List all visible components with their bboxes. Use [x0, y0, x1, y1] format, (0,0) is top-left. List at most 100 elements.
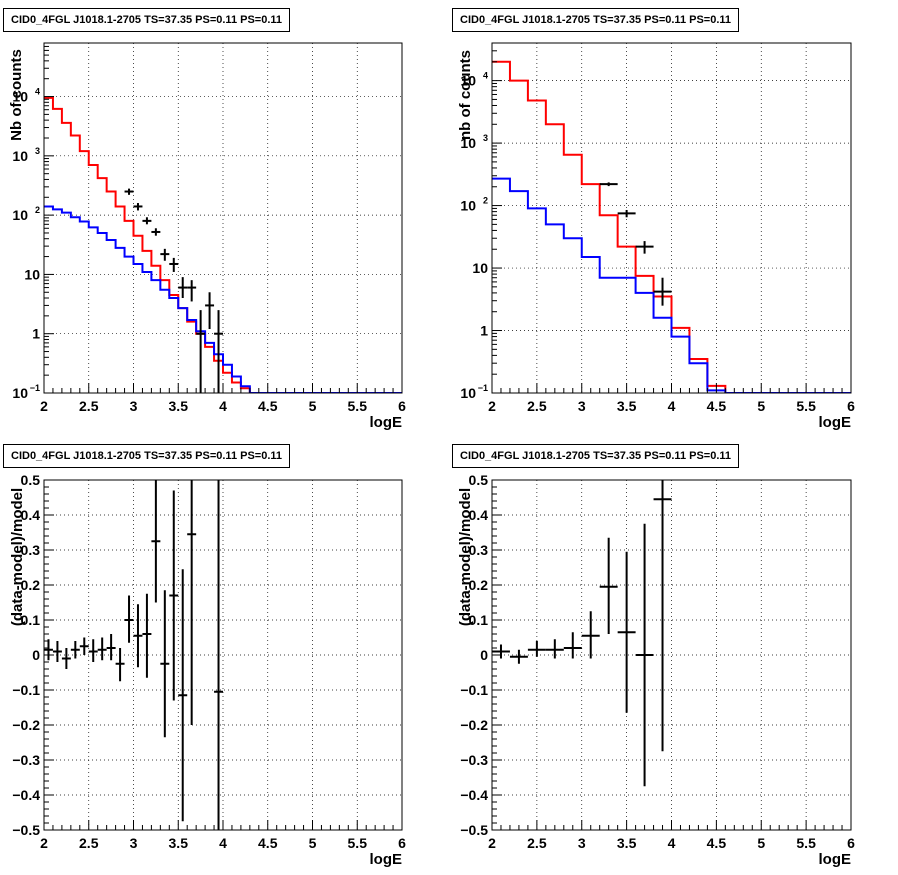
data-point [196, 310, 206, 393]
x-axis-label: logE [370, 851, 403, 868]
x-tick-label: 3.5 [169, 398, 189, 414]
grid [44, 43, 402, 393]
x-tick-label: 4 [219, 835, 227, 851]
data-point [178, 569, 188, 822]
x-tick-label: 5 [757, 835, 765, 851]
y-tick-label: 0.4 [21, 507, 41, 523]
data-point [169, 257, 179, 272]
x-tick-label: 6 [847, 835, 855, 851]
x-tick-label: 5 [309, 398, 317, 414]
x-tick-label: 2 [488, 398, 496, 414]
chart-title: CID0_4FGL J1018.1-2705 TS=37.35 PS=0.11 … [3, 8, 291, 32]
y-tick-label: 0 [480, 647, 488, 663]
data-point [52, 641, 62, 662]
data-point [160, 590, 170, 738]
y-tick-label: 10 [460, 73, 476, 89]
grid [492, 480, 851, 830]
y-tick-exponent: 4 [483, 71, 488, 81]
x-tick-label: 3.5 [617, 835, 637, 851]
x-tick-label: 2.5 [79, 398, 99, 414]
data-point [160, 248, 170, 261]
data-point [142, 593, 152, 678]
y-tick-label: 0 [32, 647, 40, 663]
data-point [635, 523, 654, 787]
x-tick-label: 4 [668, 835, 676, 851]
panel-3: CID0_4FGL J1018.1-2705 TS=37.35 PS=0.11 … [0, 437, 449, 875]
data-point [214, 480, 223, 830]
y-tick-label: −0.4 [12, 787, 40, 803]
x-tick-label: 5.5 [796, 835, 816, 851]
x-tick-label: 4.5 [707, 398, 727, 414]
y-tick-label: −0.5 [460, 822, 488, 838]
y-tick-exponent: 3 [35, 146, 40, 156]
y-axis-label: Nb of counts [8, 49, 25, 141]
data-point [492, 644, 510, 659]
y-tick-exponent: 2 [35, 205, 40, 215]
y-tick-label: 10 [460, 198, 476, 214]
y-tick-exponent: 3 [483, 133, 488, 143]
y-tick-label: −0.4 [460, 787, 488, 803]
data-point [563, 632, 582, 659]
series-step-line-red [44, 96, 402, 393]
data-point [124, 595, 134, 643]
y-tick-exponent: −1 [478, 383, 488, 393]
x-tick-label: 2.5 [527, 398, 547, 414]
x-axis-label: logE [819, 414, 852, 431]
x-tick-label: 2 [40, 398, 48, 414]
x-axis-label: logE [370, 414, 403, 431]
data-point [106, 634, 116, 661]
data-point [142, 217, 152, 225]
x-tick-label: 4 [668, 398, 676, 414]
data-point [214, 310, 223, 393]
data-point [61, 648, 71, 669]
y-tick-label: 10 [12, 89, 28, 105]
x-tick-label: 3 [578, 835, 586, 851]
y-tick-label: 1 [32, 326, 40, 342]
chart-title: CID0_4FGL J1018.1-2705 TS=37.35 PS=0.11 … [452, 8, 740, 32]
data-point [124, 188, 134, 195]
data-point [79, 637, 89, 655]
y-tick-label: −0.1 [460, 682, 488, 698]
panel-4: CID0_4FGL J1018.1-2705 TS=37.35 PS=0.11 … [449, 437, 898, 875]
plot-area [44, 96, 402, 393]
data-point [205, 292, 215, 330]
x-tick-label: 3 [130, 398, 138, 414]
data-point [545, 639, 564, 659]
data-point [97, 637, 107, 661]
y-tick-label: 0.3 [21, 542, 41, 558]
grid [44, 480, 402, 830]
data-point [527, 641, 546, 657]
y-tick-label: −0.2 [460, 717, 488, 733]
data-point [115, 648, 125, 682]
y-tick-label: 10 [24, 266, 40, 282]
x-tick-label: 5 [309, 835, 317, 851]
data-point [617, 209, 636, 218]
series-step-line-red [492, 60, 851, 393]
x-tick-label: 3.5 [617, 398, 637, 414]
y-tick-label: −0.3 [12, 752, 40, 768]
chart-title: CID0_4FGL J1018.1-2705 TS=37.35 PS=0.11 … [3, 444, 291, 468]
data-point [187, 280, 197, 302]
y-tick-label: −0.3 [460, 752, 488, 768]
y-axis-label: (data-model)/model [9, 488, 26, 626]
x-tick-label: 3 [578, 398, 586, 414]
panel-1: CID0_4FGL J1018.1-2705 TS=37.35 PS=0.11 … [0, 0, 449, 437]
panel-2: CID0_4FGL J1018.1-2705 TS=37.35 PS=0.11 … [449, 0, 898, 437]
data-point [88, 639, 98, 662]
series-step-line-blue [44, 205, 402, 393]
y-axis-label: nb of counts [457, 50, 474, 140]
x-tick-label: 2 [488, 835, 496, 851]
x-tick-label: 2 [40, 835, 48, 851]
data-point [44, 639, 53, 661]
x-tick-label: 4.5 [258, 398, 278, 414]
data-point [617, 551, 636, 713]
y-tick-label: 10 [472, 260, 488, 276]
data-point [653, 277, 672, 306]
x-tick-label: 4.5 [258, 835, 278, 851]
y-axis-label: (data-model)/model [457, 488, 474, 626]
x-tick-label: 3 [130, 835, 138, 851]
x-tick-label: 4.5 [707, 835, 727, 851]
